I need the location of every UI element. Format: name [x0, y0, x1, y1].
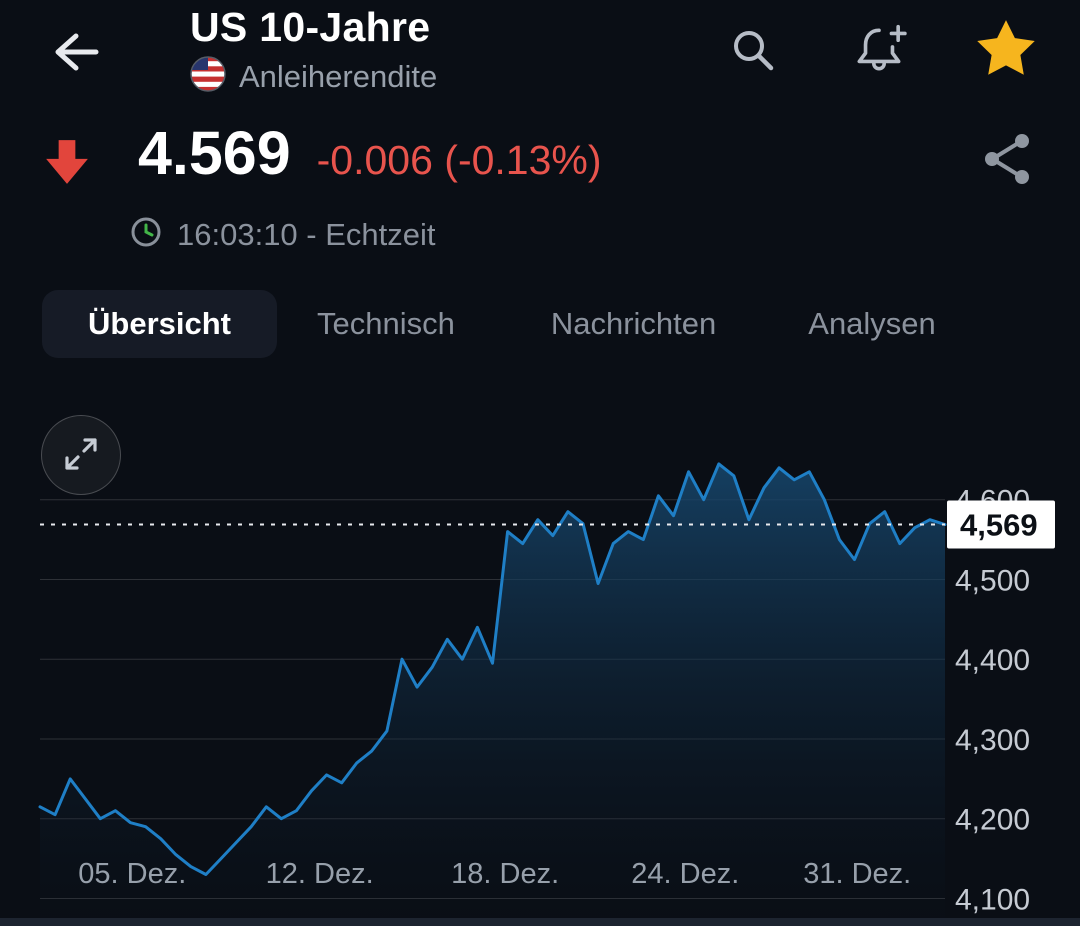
svg-text:12. Dez.: 12. Dez.	[266, 858, 374, 890]
expand-chart-button[interactable]	[41, 415, 121, 495]
share-icon	[983, 134, 1033, 189]
svg-text:24. Dez.: 24. Dez.	[631, 858, 739, 890]
search-button[interactable]	[726, 24, 780, 78]
fullscreen-expand-icon	[59, 432, 103, 479]
back-arrow-icon	[46, 33, 102, 83]
svg-text:18. Dez.: 18. Dez.	[451, 858, 559, 890]
favorite-button[interactable]	[976, 18, 1036, 76]
price-change: -0.006 (-0.13%)	[316, 137, 602, 183]
quote-time-row: 16:03:10 - Echtzeit	[130, 216, 436, 253]
page-title: US 10-Jahre	[190, 4, 431, 50]
tab-analysen[interactable]: Analysen	[808, 290, 936, 358]
tab-uebersicht[interactable]: Übersicht	[42, 290, 277, 358]
tab-technisch[interactable]: Technisch	[317, 290, 455, 358]
share-button[interactable]	[982, 132, 1034, 188]
clock-icon	[130, 216, 162, 253]
back-button[interactable]	[46, 24, 102, 80]
instrument-type-label: Anleiherendite	[239, 58, 438, 94]
svg-text:31. Dez.: 31. Dez.	[803, 858, 911, 890]
svg-text:4,200: 4,200	[955, 804, 1030, 837]
us-flag-icon	[190, 56, 226, 97]
svg-text:05. Dez.: 05. Dez.	[78, 858, 186, 890]
svg-text:4,500: 4,500	[955, 564, 1030, 597]
price-value: 4.569	[138, 119, 291, 187]
svg-text:4,300: 4,300	[955, 724, 1030, 757]
quote-timestamp: 16:03:10 - Echtzeit	[177, 216, 436, 252]
svg-text:4,400: 4,400	[955, 644, 1030, 677]
next-section-edge	[0, 918, 1080, 926]
svg-text:4,569: 4,569	[960, 507, 1038, 542]
tab-bar: Übersicht Technisch Nachrichten Analysen	[42, 290, 936, 358]
bell-plus-icon	[850, 24, 908, 81]
instrument-subtitle: Anleiherendite	[190, 56, 437, 97]
price-down-arrow-icon	[44, 138, 90, 191]
search-icon	[727, 31, 779, 79]
add-alert-button[interactable]	[850, 20, 908, 78]
tab-nachrichten[interactable]: Nachrichten	[551, 290, 716, 358]
star-icon	[976, 20, 1036, 79]
svg-text:4,100: 4,100	[955, 883, 1030, 916]
price-row: 4.569 -0.006 (-0.13%)	[138, 118, 602, 188]
